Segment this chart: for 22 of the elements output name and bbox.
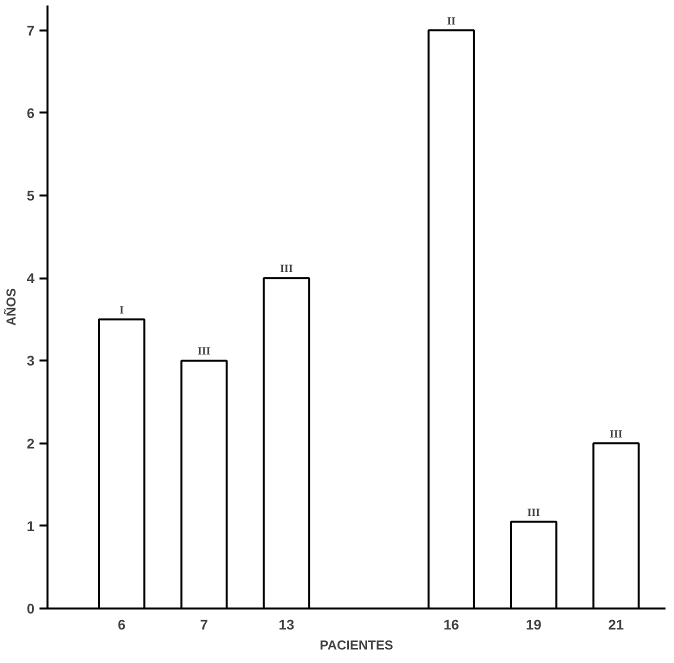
- x-tick-label: 6: [118, 616, 126, 632]
- data-label: I: [120, 304, 124, 316]
- y-tick-label: 3: [26, 352, 35, 369]
- data-label: III: [280, 263, 293, 276]
- y-tick-label: 6: [26, 104, 35, 121]
- x-tick-label: 19: [526, 616, 542, 632]
- y-tick-label: 5: [26, 187, 35, 204]
- y-tick-label: 4: [26, 270, 35, 286]
- x-axis-title: PACIENTES: [320, 638, 394, 652]
- data-label: III: [610, 428, 622, 440]
- y-tick-label: 2: [26, 435, 35, 452]
- y-tick-label: 0: [26, 600, 35, 616]
- y-axis-title: AÑOS: [4, 288, 19, 326]
- data-label: II: [446, 15, 456, 28]
- y-tick-label: 7: [26, 22, 35, 38]
- y-tick-label: 1: [26, 518, 35, 534]
- x-tick-label: 21: [608, 616, 624, 632]
- x-tick-label: 7: [200, 616, 208, 632]
- x-tick-label: 13: [278, 616, 294, 632]
- data-label: III: [198, 346, 210, 358]
- x-tick-label: 16: [443, 616, 460, 632]
- data-label: III: [527, 506, 540, 519]
